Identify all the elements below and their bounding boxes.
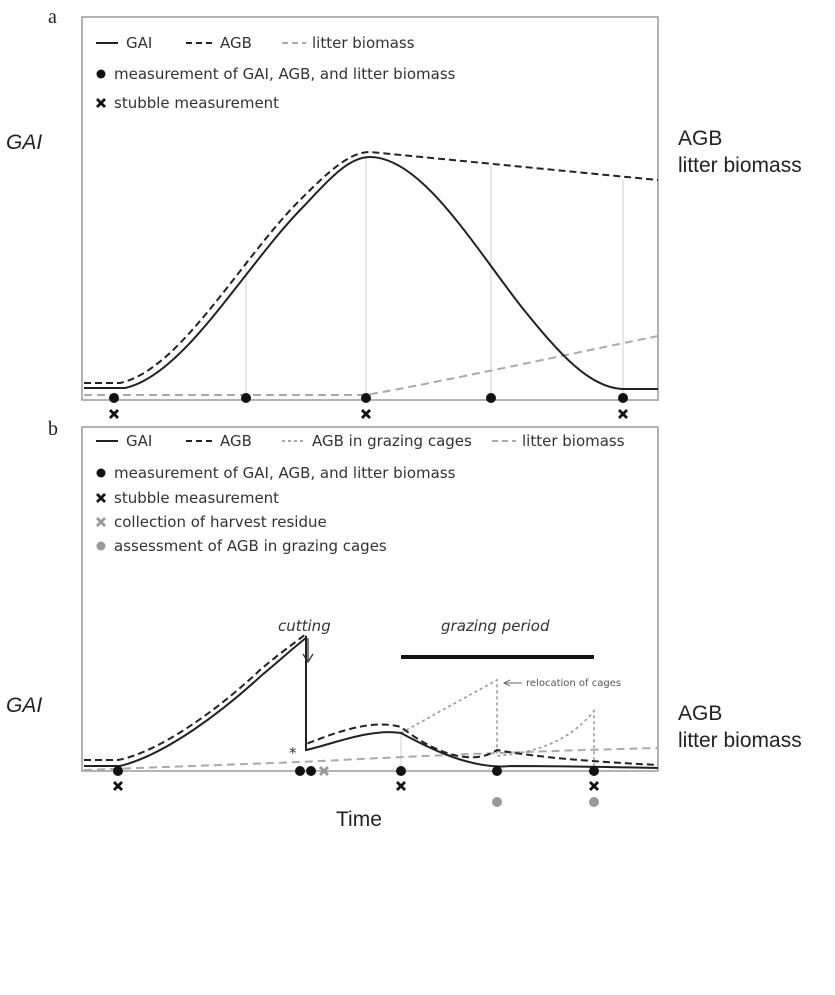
panel-a-dots: [109, 393, 628, 403]
grazing-period-annotation: grazing period: [441, 617, 550, 635]
panel-a-legend: GAI AGB litter biomass measurement of GA…: [96, 34, 456, 112]
panel-b-grey-cross: [319, 766, 329, 776]
legend-b-agb-label: AGB: [220, 432, 252, 450]
legend-b-gai-label: GAI: [126, 432, 152, 450]
panel-b-frame: [81, 426, 659, 772]
panel-b-right-label-agb: AGB: [678, 702, 722, 725]
panel-b: b GAI AGB AGB in grazing cages litter bi…: [6, 418, 802, 807]
panel-a-letter: a: [48, 6, 57, 28]
legend-b-cross-grey-marker: [96, 517, 106, 527]
legend-stubble-label: stubble measurement: [114, 94, 279, 112]
panel-b-y-label: GAI: [6, 694, 42, 717]
panel-a-right-label-litter: litter biomass: [678, 154, 802, 177]
panel-b-dots: [113, 766, 599, 776]
legend-b-litter-label: litter biomass: [522, 432, 625, 450]
panel-a-right-label-agb: AGB: [678, 127, 722, 150]
panel-b-crosses: [113, 781, 599, 791]
legend-agb-label: AGB: [220, 34, 252, 52]
asterisk-annotation: *: [289, 744, 297, 762]
relocation-arrow-head: [502, 679, 511, 687]
legend-b-residue-label: collection of harvest residue: [114, 513, 327, 531]
legend-dot-black-marker: [96, 69, 106, 79]
legend-b-cages-assessment-label: assessment of AGB in grazing cages: [114, 537, 387, 555]
panel-b-agb-curve: [84, 631, 659, 766]
x-axis-label: Time: [336, 808, 382, 831]
panel-b-gai-curve: [84, 635, 659, 769]
legend-b-dot-black-marker: [96, 468, 106, 478]
cutting-arrow-head: [302, 653, 314, 664]
panel-a-guides: [245, 158, 624, 398]
panel-b-right-label-litter: litter biomass: [678, 729, 802, 752]
legend-b-cages-label: AGB in grazing cages: [312, 432, 472, 450]
panel-b-cages-curve: [400, 678, 595, 768]
relocation-annotation: relocation of cages: [526, 678, 621, 689]
legend-cross-black-marker: [96, 98, 106, 108]
cutting-annotation: cutting: [278, 617, 331, 635]
panel-b-letter: b: [48, 418, 58, 440]
panel-a: a GAI AGB litter biomass measurement of …: [6, 6, 802, 419]
panel-a-agb-curve: [84, 150, 659, 384]
panel-b-legend: GAI AGB AGB in grazing cages litter biom…: [96, 432, 625, 555]
panel-a-gai-curve: [84, 155, 658, 390]
panel-a-crosses: [109, 409, 628, 419]
legend-gai-label: GAI: [126, 34, 152, 52]
panel-a-litter-curve: [84, 335, 659, 396]
legend-litter-label: litter biomass: [312, 34, 415, 52]
panel-b-grey-dots: [492, 797, 599, 807]
panel-a-y-label: GAI: [6, 131, 42, 154]
legend-b-stubble-label: stubble measurement: [114, 489, 279, 507]
legend-b-measurement-label: measurement of GAI, AGB, and litter biom…: [114, 464, 456, 482]
legend-b-dot-grey-marker: [96, 541, 106, 551]
legend-b-cross-black-marker: [96, 493, 106, 503]
legend-measurement-label: measurement of GAI, AGB, and litter biom…: [114, 65, 456, 83]
